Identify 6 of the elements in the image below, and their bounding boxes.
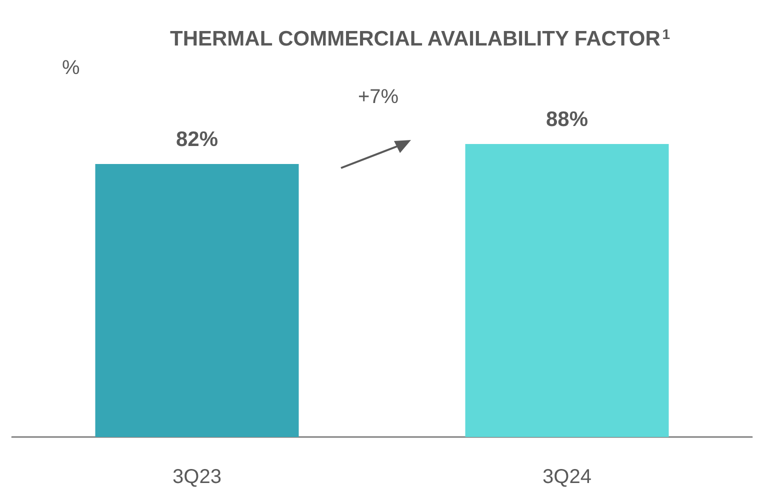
text: +7% — [358, 86, 399, 109]
x-tick-label: 3Q23 — [172, 466, 222, 488]
x-tick-label: 3Q24 — [542, 466, 592, 488]
data-label: 82% — [176, 128, 218, 151]
y-axis-title: % — [62, 57, 80, 79]
data-label: 88% — [546, 108, 588, 131]
